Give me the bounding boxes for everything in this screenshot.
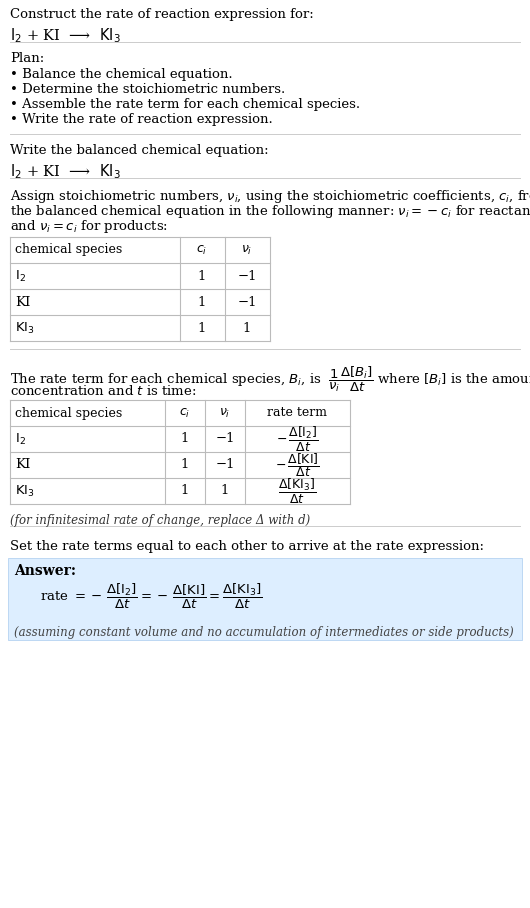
Text: KI: KI — [15, 459, 30, 471]
Text: chemical species: chemical species — [15, 243, 122, 256]
Text: KI: KI — [15, 295, 30, 309]
Text: 1: 1 — [221, 485, 229, 498]
Text: concentration and $t$ is time:: concentration and $t$ is time: — [10, 384, 197, 398]
Text: • Write the rate of reaction expression.: • Write the rate of reaction expression. — [10, 113, 273, 126]
Text: Set the rate terms equal to each other to arrive at the rate expression:: Set the rate terms equal to each other t… — [10, 540, 484, 553]
Text: 1: 1 — [181, 485, 189, 498]
Text: 1: 1 — [181, 459, 189, 471]
Text: Answer:: Answer: — [14, 564, 76, 578]
Text: • Assemble the rate term for each chemical species.: • Assemble the rate term for each chemic… — [10, 98, 360, 111]
Text: $\nu_i$: $\nu_i$ — [241, 243, 253, 257]
Text: $\nu_i$: $\nu_i$ — [219, 407, 231, 419]
Text: $\mathrm{I_2}$ + KI  ⟶  $\mathrm{KI_3}$: $\mathrm{I_2}$ + KI ⟶ $\mathrm{KI_3}$ — [10, 26, 121, 44]
Text: Plan:: Plan: — [10, 52, 44, 65]
Text: 1: 1 — [198, 295, 206, 309]
Text: (for infinitesimal rate of change, replace Δ with d): (for infinitesimal rate of change, repla… — [10, 514, 310, 527]
Text: $\dfrac{\Delta[\mathrm{KI_3}]}{\Delta t}$: $\dfrac{\Delta[\mathrm{KI_3}]}{\Delta t}… — [278, 477, 316, 506]
Text: −1: −1 — [237, 270, 257, 282]
Text: • Determine the stoichiometric numbers.: • Determine the stoichiometric numbers. — [10, 83, 285, 96]
Text: • Balance the chemical equation.: • Balance the chemical equation. — [10, 68, 233, 81]
Text: $\mathrm{KI_3}$: $\mathrm{KI_3}$ — [15, 321, 35, 336]
Text: the balanced chemical equation in the following manner: $\nu_i = -c_i$ for react: the balanced chemical equation in the fo… — [10, 203, 530, 220]
Text: and $\nu_i = c_i$ for products:: and $\nu_i = c_i$ for products: — [10, 218, 168, 235]
Text: −1: −1 — [237, 295, 257, 309]
Text: $\mathrm{I_2}$ + KI  ⟶  $\mathrm{KI_3}$: $\mathrm{I_2}$ + KI ⟶ $\mathrm{KI_3}$ — [10, 162, 121, 181]
Text: $c_i$: $c_i$ — [179, 407, 191, 419]
FancyBboxPatch shape — [8, 558, 522, 640]
Text: chemical species: chemical species — [15, 407, 122, 419]
Text: $\mathrm{I_2}$: $\mathrm{I_2}$ — [15, 269, 26, 283]
Text: Construct the rate of reaction expression for:: Construct the rate of reaction expressio… — [10, 8, 314, 21]
Text: −1: −1 — [215, 432, 235, 446]
Text: The rate term for each chemical species, $B_i$, is $\;\dfrac{1}{\nu_i}\dfrac{\De: The rate term for each chemical species,… — [10, 365, 530, 394]
Text: Write the balanced chemical equation:: Write the balanced chemical equation: — [10, 144, 269, 157]
Text: $-\,\dfrac{\Delta[\mathrm{I_2}]}{\Delta t}$: $-\,\dfrac{\Delta[\mathrm{I_2}]}{\Delta … — [276, 425, 319, 453]
Text: rate term: rate term — [267, 407, 327, 419]
Text: $-\,\dfrac{\Delta[\mathrm{KI}]}{\Delta t}$: $-\,\dfrac{\Delta[\mathrm{KI}]}{\Delta t… — [275, 451, 320, 479]
Text: Assign stoichiometric numbers, $\nu_i$, using the stoichiometric coefficients, $: Assign stoichiometric numbers, $\nu_i$, … — [10, 188, 530, 205]
Text: (assuming constant volume and no accumulation of intermediates or side products): (assuming constant volume and no accumul… — [14, 626, 514, 639]
Text: 1: 1 — [198, 270, 206, 282]
Text: 1: 1 — [243, 321, 251, 334]
Text: 1: 1 — [181, 432, 189, 446]
Text: −1: −1 — [215, 459, 235, 471]
Text: $c_i$: $c_i$ — [197, 243, 208, 257]
Text: $\mathrm{KI_3}$: $\mathrm{KI_3}$ — [15, 483, 35, 498]
Text: 1: 1 — [198, 321, 206, 334]
Text: $\mathrm{I_2}$: $\mathrm{I_2}$ — [15, 431, 26, 447]
Text: rate $= -\,\dfrac{\Delta[\mathrm{I_2}]}{\Delta t} = -\,\dfrac{\Delta[\mathrm{KI}: rate $= -\,\dfrac{\Delta[\mathrm{I_2}]}{… — [40, 582, 262, 611]
